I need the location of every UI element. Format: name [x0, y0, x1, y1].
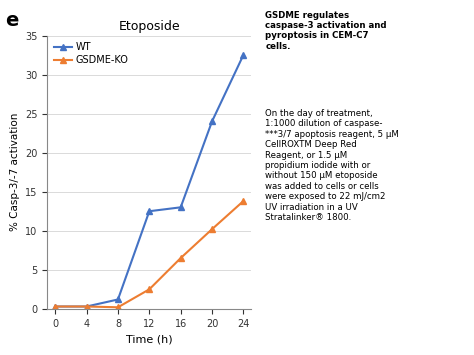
WT	[240, 53, 246, 57]
Legend: WT, GSDME-KO: WT, GSDME-KO	[52, 40, 130, 67]
GSDME-KO	[53, 304, 58, 308]
Text: e: e	[5, 11, 18, 30]
WT	[53, 304, 58, 308]
GSDME-KO	[178, 256, 183, 260]
WT	[178, 205, 183, 209]
GSDME-KO	[84, 304, 90, 308]
GSDME-KO	[115, 305, 121, 310]
WT	[84, 304, 90, 308]
Line: WT: WT	[52, 51, 247, 310]
WT	[146, 209, 152, 213]
Text: On the day of treatment,
1:1000 dilution of caspase-
***3/7 apoptosis reagent, 5: On the day of treatment, 1:1000 dilution…	[265, 109, 399, 222]
X-axis label: Time (h): Time (h)	[126, 334, 173, 344]
Text: GSDME regulates
caspase-3 activation and
pyroptosis in CEM-C7
cells.: GSDME regulates caspase-3 activation and…	[265, 11, 387, 51]
GSDME-KO	[240, 199, 246, 203]
Y-axis label: % Casp-3/-7 activation: % Casp-3/-7 activation	[9, 113, 19, 231]
GSDME-KO	[146, 287, 152, 291]
GSDME-KO	[209, 227, 215, 231]
Line: GSDME-KO: GSDME-KO	[52, 198, 247, 311]
WT	[115, 297, 121, 302]
WT	[209, 119, 215, 124]
Title: Etoposide: Etoposide	[118, 20, 180, 33]
